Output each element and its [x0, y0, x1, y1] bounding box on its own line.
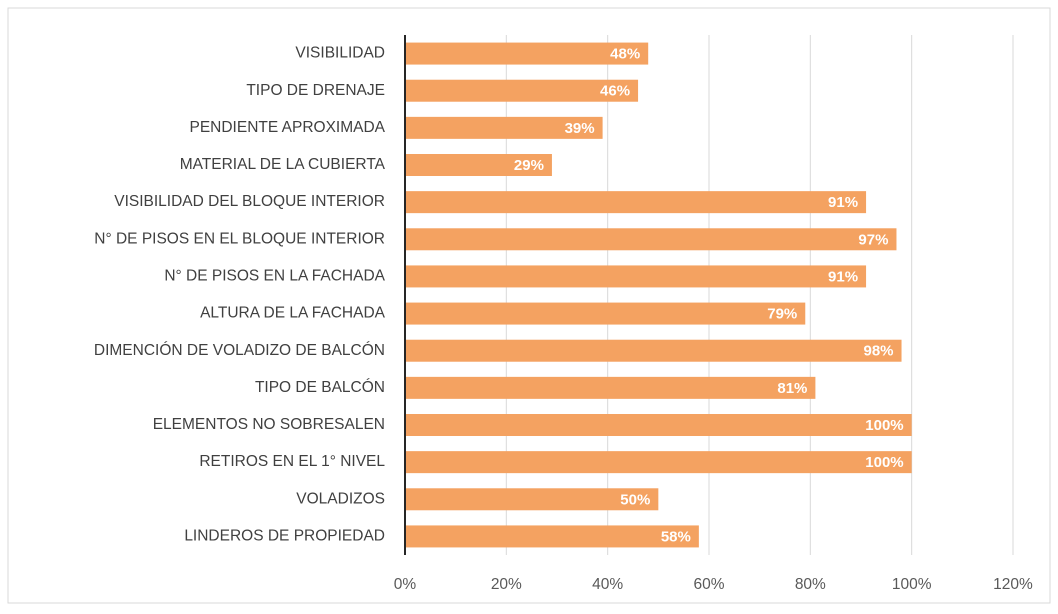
- y-tick-label: DIMENCIÓN DE VOLADIZO DE BALCÓN: [94, 342, 385, 359]
- data-label: 98%: [864, 343, 894, 360]
- data-label: 79%: [767, 306, 797, 323]
- data-label: 100%: [865, 454, 903, 471]
- bar: [405, 265, 867, 288]
- data-label: 50%: [620, 491, 650, 508]
- x-tick-label: 60%: [693, 576, 724, 593]
- x-tick-label: 80%: [795, 576, 826, 593]
- bar: [405, 525, 699, 548]
- data-label: 97%: [858, 231, 888, 248]
- y-tick-label: N° DE PISOS EN LA FACHADA: [164, 268, 385, 285]
- y-tick-label: PENDIENTE APROXIMADA: [189, 119, 385, 136]
- bar: [405, 228, 897, 251]
- data-label: 58%: [661, 528, 691, 545]
- y-tick-label: VOLADIZOS: [296, 490, 385, 507]
- bar: [405, 42, 649, 65]
- data-label: 29%: [514, 157, 544, 174]
- x-tick-label: 20%: [491, 576, 522, 593]
- data-label: 48%: [610, 46, 640, 63]
- y-tick-label: LINDEROS DE PROPIEDAD: [184, 528, 385, 545]
- data-label: 91%: [828, 268, 858, 285]
- data-label: 91%: [828, 194, 858, 211]
- y-tick-label: VISIBILIDAD DEL BLOQUE INTERIOR: [114, 193, 385, 210]
- x-tick-label: 0%: [394, 576, 417, 593]
- x-tick-label: 40%: [592, 576, 623, 593]
- y-tick-label: MATERIAL DE LA CUBIERTA: [180, 156, 386, 173]
- bar: [405, 339, 902, 362]
- y-tick-label: TIPO DE BALCÓN: [255, 379, 385, 396]
- bar: [405, 302, 806, 325]
- bar: [405, 414, 912, 436]
- data-label: 100%: [865, 417, 903, 434]
- y-tick-label: VISIBILIDAD: [295, 45, 385, 62]
- y-tick-label: RETIROS EN EL 1° NIVEL: [199, 453, 385, 470]
- bar: [405, 376, 816, 399]
- bar: [405, 116, 603, 139]
- x-tick-label: 120%: [993, 576, 1033, 593]
- bar: [405, 79, 639, 102]
- data-label: 81%: [777, 380, 807, 397]
- y-tick-label: N° DE PISOS EN EL BLOQUE INTERIOR: [94, 230, 385, 247]
- x-tick-label: 100%: [892, 576, 932, 593]
- y-tick-label: TIPO DE DRENAJE: [246, 82, 385, 99]
- data-label: 46%: [600, 83, 630, 100]
- bar: [405, 488, 659, 511]
- data-label: 39%: [565, 120, 595, 137]
- y-tick-label: ALTURA DE LA FACHADA: [200, 305, 386, 322]
- bar: [405, 451, 912, 474]
- bar: [405, 154, 552, 176]
- y-tick-label: ELEMENTOS NO SOBRESALEN: [153, 416, 385, 433]
- bar: [405, 191, 867, 214]
